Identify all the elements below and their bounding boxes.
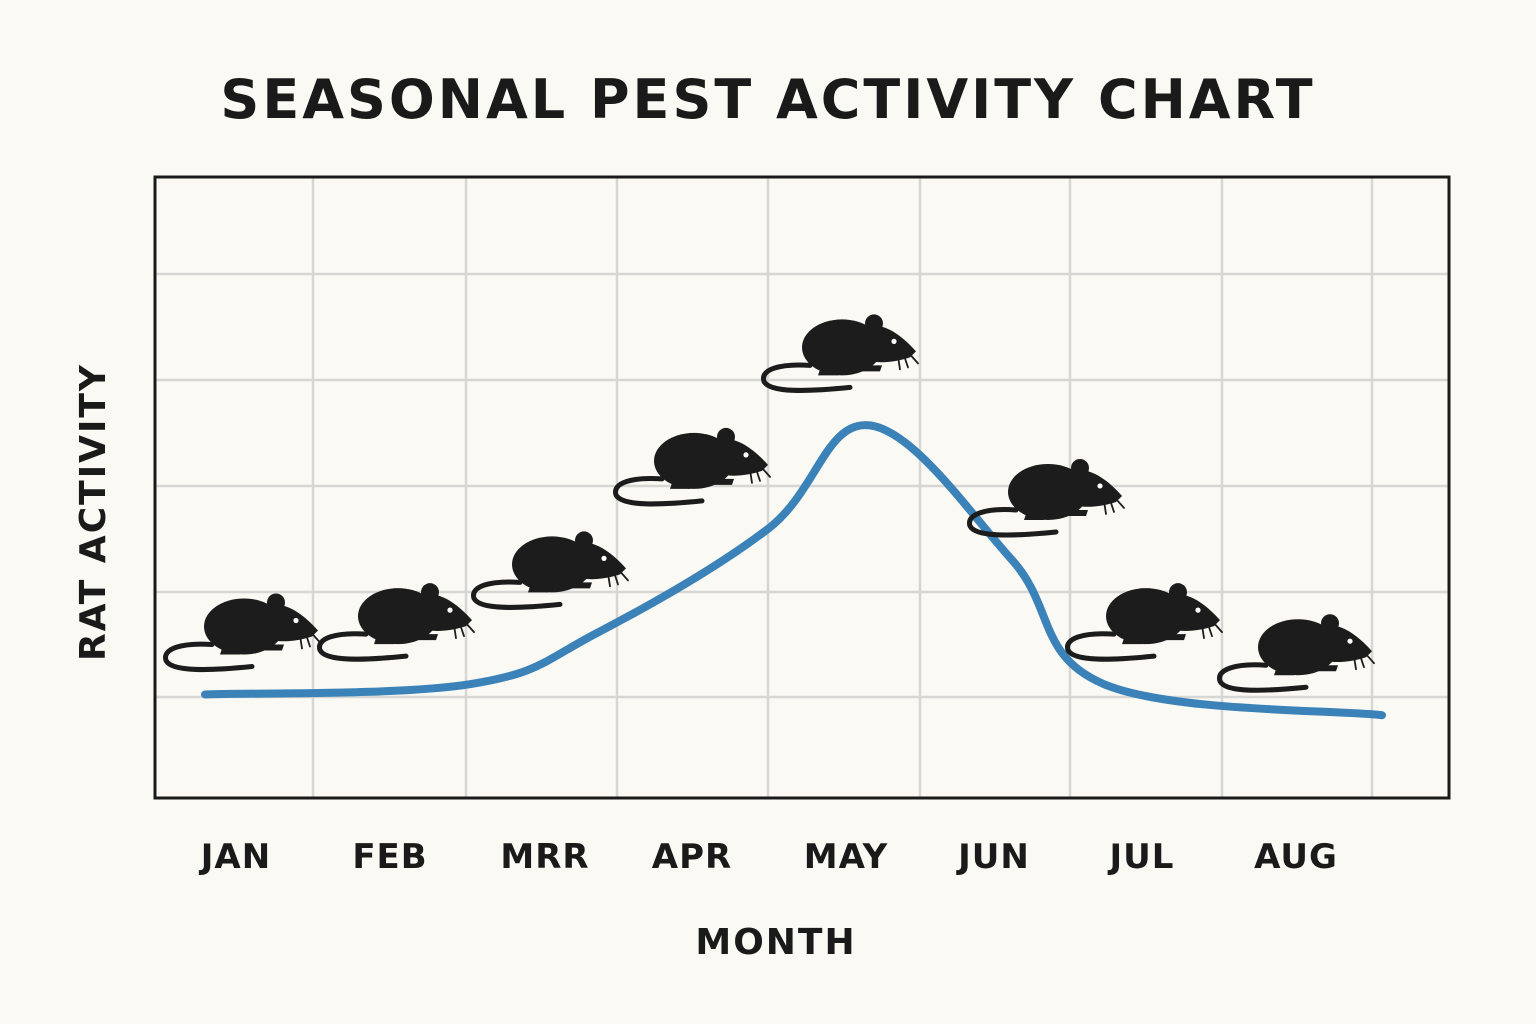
series-line (201, 421, 1386, 720)
x-tick-label: JUN (956, 837, 1030, 877)
rat-icon (165, 594, 320, 670)
x-axis-label: MONTH (695, 922, 856, 963)
x-tick-label: MAY (804, 837, 889, 877)
rat-marker-layer (165, 314, 1374, 690)
rat-icon (1219, 614, 1374, 690)
rat-icon (473, 531, 628, 607)
x-tick-label: AUG (1254, 837, 1338, 877)
rat-icon (969, 459, 1124, 535)
x-tick-label: JUL (1108, 837, 1175, 877)
rat-icon (1067, 583, 1222, 659)
series-line-layer (201, 421, 1386, 720)
rat-icon (319, 583, 474, 659)
x-tick-labels: JAN FEB MRR APR MAY JUN JUL AUG (199, 837, 1338, 877)
chart-title: SEASONAL PEST ACTIVITY CHART (220, 68, 1316, 131)
x-tick-label: APR (652, 837, 732, 877)
plot-frame (153, 175, 1451, 800)
x-tick-label: MRR (500, 837, 589, 877)
x-tick-label: JAN (199, 837, 271, 877)
rat-icon (615, 428, 770, 504)
y-axis-label: RAT ACTIVITY (73, 363, 114, 661)
x-tick-label: FEB (352, 837, 427, 877)
